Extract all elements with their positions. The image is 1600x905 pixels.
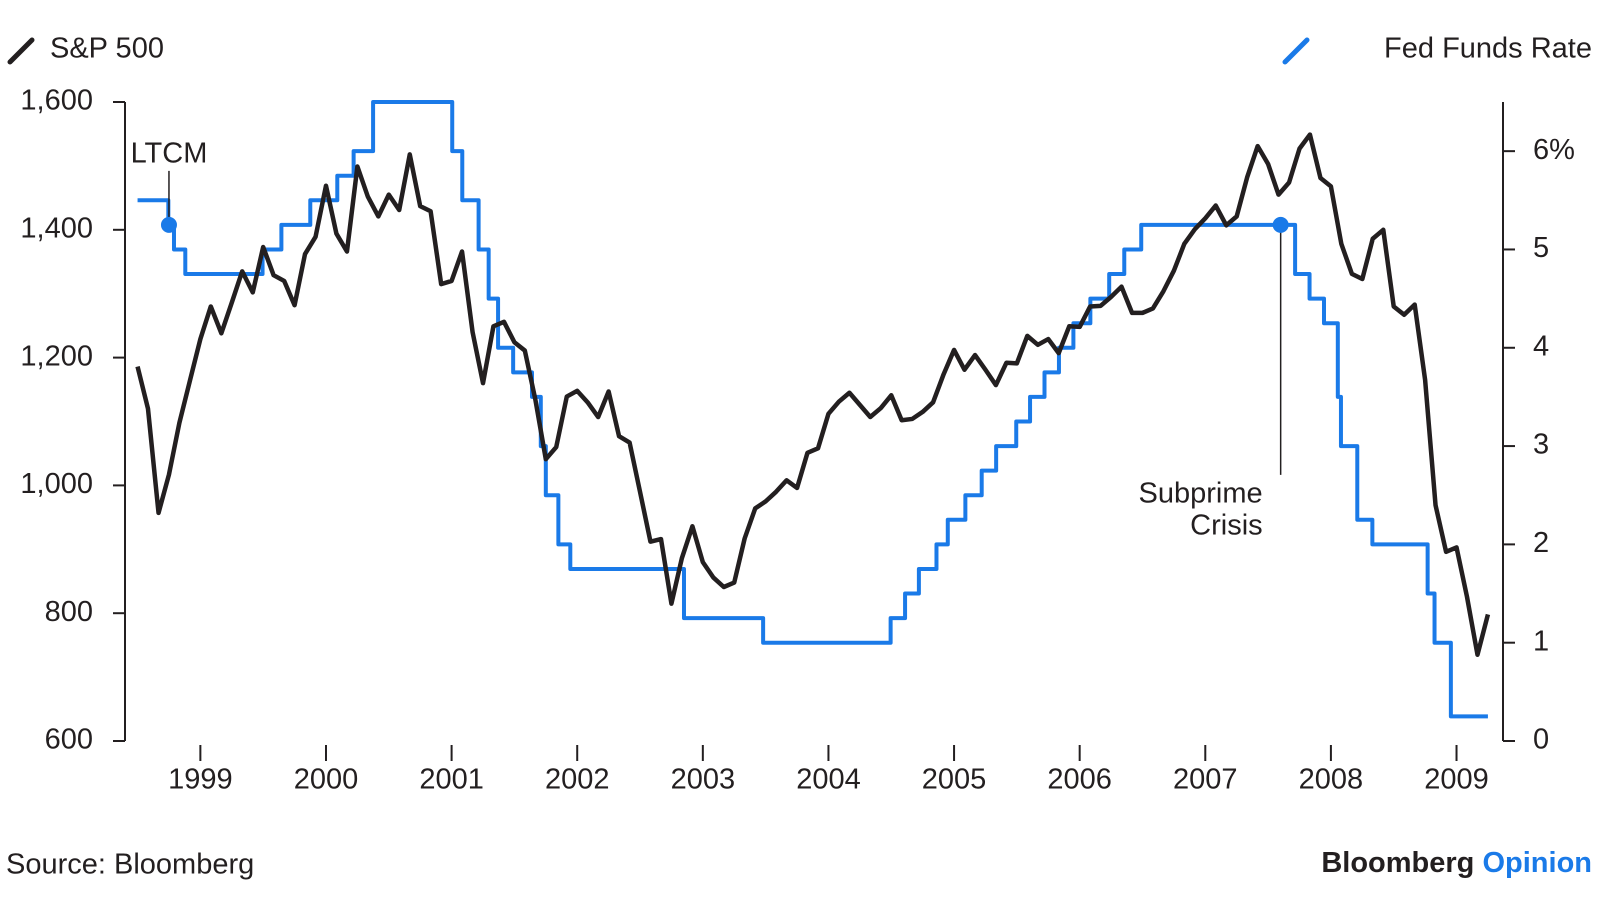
x-tick-label: 1999 (168, 764, 233, 796)
x-tick-label: 2008 (1299, 764, 1364, 796)
y-tick-label: 800 (45, 596, 93, 628)
y-tick-label: 1,200 (20, 340, 93, 372)
x-tick-label: 2009 (1424, 764, 1489, 796)
x-tick-label: 2006 (1047, 764, 1112, 796)
x-tick-label: 2002 (545, 764, 610, 796)
source-note: Source: Bloomberg (6, 849, 254, 881)
legend-swatch (1282, 37, 1310, 65)
x-tick-label: 2004 (796, 764, 861, 796)
brand: Bloomberg Opinion (1321, 847, 1592, 879)
x-tick-label: 2007 (1173, 764, 1238, 796)
y2-tick-label: 2 (1533, 527, 1549, 559)
brand-sub: Opinion (1482, 847, 1592, 879)
y-tick-label: 1,400 (20, 212, 93, 244)
y-tick-label: 1,000 (20, 468, 93, 500)
legend-label: Fed Funds Rate (1384, 33, 1592, 65)
annotation-label: LTCM (131, 138, 208, 170)
y-tick-label: 1,600 (20, 85, 93, 117)
brand-name: Bloomberg (1321, 847, 1474, 879)
y2-tick-label: 1 (1533, 625, 1549, 657)
x-tick-label: 2005 (922, 764, 987, 796)
y2-tick-label: 6% (1533, 134, 1575, 166)
y2-tick-label: 0 (1533, 724, 1549, 756)
series-line (135, 132, 1491, 657)
legend-label: S&P 500 (50, 33, 164, 65)
series-line (137, 100, 1488, 719)
y2-tick-label: 3 (1533, 429, 1549, 461)
legend-swatch (7, 37, 35, 65)
y-tick-label: 600 (45, 724, 93, 756)
y2-tick-label: 4 (1533, 330, 1549, 362)
annotation-dot (1272, 216, 1289, 233)
annotation-label: Crisis (1190, 510, 1263, 542)
y2-tick-label: 5 (1533, 232, 1549, 264)
annotation-label: Subprime (1139, 478, 1263, 510)
x-tick-label: 2003 (671, 764, 736, 796)
annotation-dot (160, 216, 177, 233)
x-tick-label: 2001 (419, 764, 484, 796)
x-tick-label: 2000 (294, 764, 359, 796)
